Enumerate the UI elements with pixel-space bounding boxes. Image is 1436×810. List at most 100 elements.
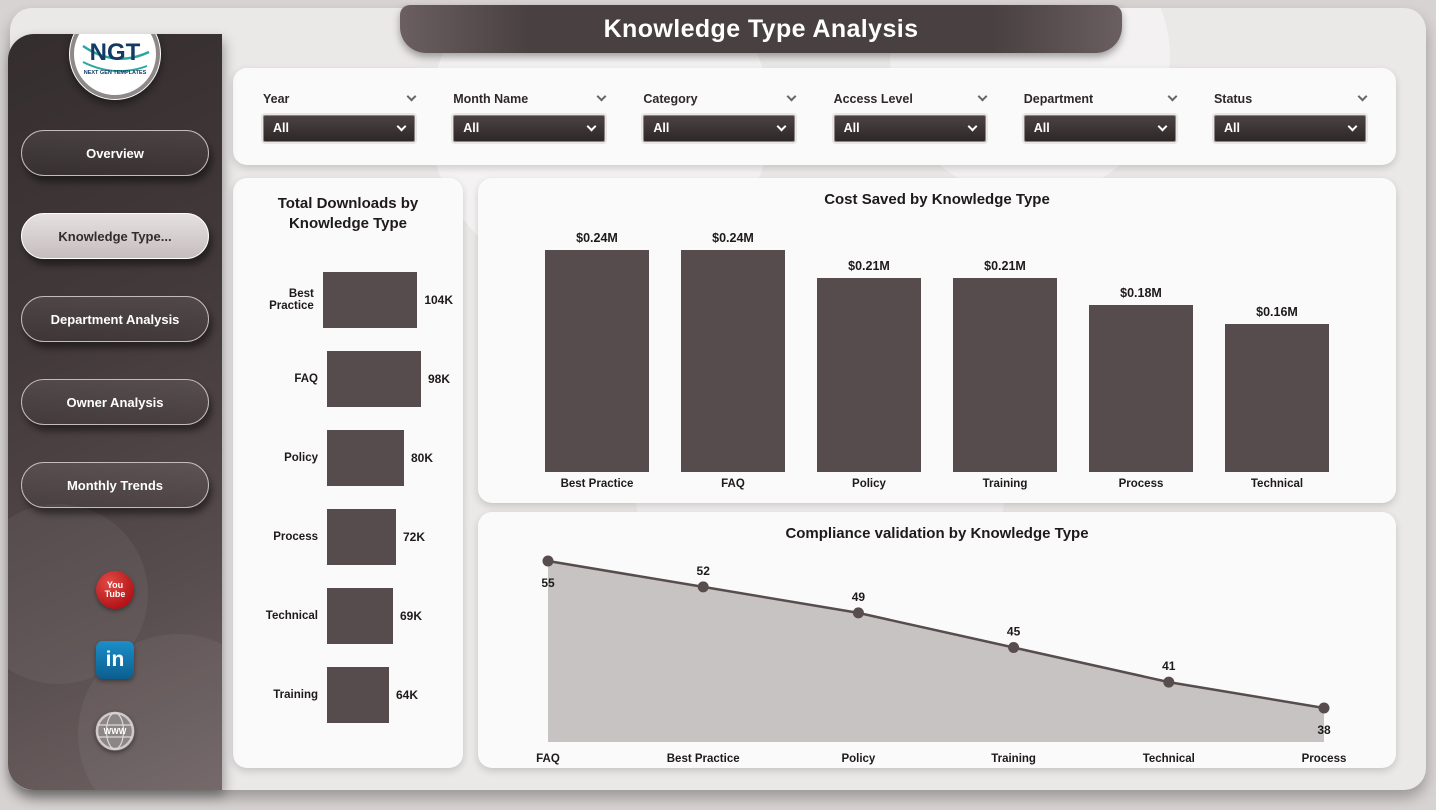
downloads-bar[interactable] xyxy=(327,667,389,723)
cost-category-label: Policy xyxy=(852,478,886,491)
cost-column-bar[interactable] xyxy=(1089,305,1193,473)
filter-dropdown-status[interactable]: All xyxy=(1213,114,1366,142)
filter-selected-value: All xyxy=(1223,121,1240,135)
youtube-label: Tube xyxy=(104,589,126,599)
filter-label: Category xyxy=(643,91,797,106)
sidebar-item-knowledge-type[interactable]: Knowledge Type... xyxy=(21,213,209,259)
chevron-down-icon[interactable] xyxy=(977,91,988,102)
logo-subtext: NEXT GEN TEMPLATES xyxy=(84,70,147,76)
chevron-down-icon[interactable] xyxy=(786,91,797,102)
website-globe-icon[interactable]: WWW xyxy=(95,711,135,751)
compliance-category-label: Technical xyxy=(1143,753,1195,765)
compliance-data-point[interactable] xyxy=(697,581,709,593)
cost-column-bar[interactable] xyxy=(1225,324,1329,473)
cost-chart-columns: $0.24M Best Practice $0.24M FAQ $0.21M Policy… xyxy=(478,214,1396,496)
filter-dropdown-month-name[interactable]: All xyxy=(453,114,606,142)
cost-column-group: $0.21M Training xyxy=(953,259,1057,496)
filter-label-text: Month Name xyxy=(453,91,529,106)
filter-year: Year All xyxy=(263,91,417,142)
filter-dropdown-year[interactable]: All xyxy=(263,114,415,142)
filter-selected-value: All xyxy=(843,121,860,135)
page-title: Knowledge Type Analysis xyxy=(603,14,919,43)
cost-column-bar[interactable] xyxy=(681,250,785,473)
downloads-bar[interactable] xyxy=(327,430,404,486)
cost-category-label: FAQ xyxy=(721,478,745,491)
compliance-category-label: Best Practice xyxy=(667,753,740,765)
compliance-data-point[interactable] xyxy=(1163,676,1175,688)
compliance-chart-card: Compliance validation by Knowledge Type … xyxy=(478,512,1396,768)
cost-category-label: Process xyxy=(1118,478,1164,491)
downloads-bar-row: Training 64K xyxy=(243,656,453,735)
filter-label: Month Name xyxy=(453,91,607,106)
filter-dropdown-category[interactable]: All xyxy=(643,114,796,142)
compliance-data-point[interactable] xyxy=(542,555,554,567)
filter-label-text: Year xyxy=(263,91,290,106)
downloads-bar[interactable] xyxy=(327,351,421,407)
filter-label: Department xyxy=(1024,91,1178,106)
filter-bar: Year All Month Name All Category All Access Le… xyxy=(233,68,1396,165)
filter-label: Year xyxy=(263,91,417,106)
filter-dropdown-department[interactable]: All xyxy=(1023,114,1176,142)
downloads-chart-rows: Best Practice 104K FAQ 98K Policy 80K Process 7… xyxy=(243,261,453,735)
globe-icon: WWW xyxy=(95,711,135,751)
cost-column-group: $0.24M Best Practice xyxy=(545,231,649,496)
downloads-bar[interactable] xyxy=(322,272,418,328)
downloads-value-label: 80K xyxy=(411,451,434,465)
filter-selected-value: All xyxy=(273,121,289,135)
social-links: You Tube in WWW xyxy=(95,571,135,751)
sidebar-item-monthly-trends[interactable]: Monthly Trends xyxy=(21,462,209,508)
ngt-logo-icon: NGT NEXT GEN TEMPLATES xyxy=(70,34,160,99)
downloads-bar[interactable] xyxy=(327,588,393,644)
cost-value-label: $0.24M xyxy=(712,231,754,246)
cost-column-bar[interactable] xyxy=(545,250,649,473)
downloads-value-label: 104K xyxy=(424,293,453,307)
sidebar-item-department-analysis[interactable]: Department Analysis xyxy=(21,296,209,342)
downloads-bar[interactable] xyxy=(327,509,396,565)
compliance-value-label: 55 xyxy=(541,576,555,590)
cost-column-group: $0.24M FAQ xyxy=(681,231,785,496)
chevron-down-icon[interactable] xyxy=(1357,91,1368,102)
filter-label-text: Access Level xyxy=(833,91,913,106)
cost-column-group: $0.18M Process xyxy=(1089,286,1193,496)
cost-category-label: Best Practice xyxy=(560,478,634,491)
filter-label-text: Category xyxy=(643,91,698,106)
youtube-icon[interactable]: You Tube xyxy=(96,571,134,609)
compliance-data-point[interactable] xyxy=(852,607,864,619)
cost-value-label: $0.24M xyxy=(576,231,618,246)
downloads-value-label: 64K xyxy=(396,688,419,702)
filter-dropdown-access-level[interactable]: All xyxy=(833,114,986,142)
downloads-bar-row: FAQ 98K xyxy=(243,340,453,419)
compliance-chart-title: Compliance validation by Knowledge Type xyxy=(785,525,1089,542)
compliance-area-fill xyxy=(548,561,1324,743)
downloads-value-label: 72K xyxy=(403,530,426,544)
compliance-value-label: 49 xyxy=(852,590,866,604)
chevron-down-icon xyxy=(776,121,787,131)
downloads-category-label: Training xyxy=(273,689,318,701)
chevron-down-icon[interactable] xyxy=(596,91,607,102)
chevron-down-icon[interactable] xyxy=(406,91,417,102)
chevron-down-icon[interactable] xyxy=(1167,91,1178,102)
linkedin-label: in xyxy=(105,648,125,671)
chevron-down-icon xyxy=(1157,121,1168,131)
compliance-category-label: FAQ xyxy=(536,753,560,765)
compliance-data-point[interactable] xyxy=(1318,702,1330,714)
compliance-category-label: Policy xyxy=(841,753,875,765)
sidebar-item-overview[interactable]: Overview xyxy=(21,130,209,176)
cost-value-label: $0.16M xyxy=(1256,305,1298,320)
downloads-category-label: FAQ xyxy=(294,373,318,385)
cost-chart-card: Cost Saved by Knowledge Type $0.24M Best … xyxy=(478,178,1396,503)
linkedin-icon[interactable]: in xyxy=(96,641,134,679)
cost-column-group: $0.16M Technical xyxy=(1225,305,1329,496)
cost-column-bar[interactable] xyxy=(953,278,1057,473)
cost-value-label: $0.18M xyxy=(1120,286,1162,301)
cost-value-label: $0.21M xyxy=(984,259,1026,274)
sidebar-item-owner-analysis[interactable]: Owner Analysis xyxy=(21,379,209,425)
downloads-bar-row: Best Practice 104K xyxy=(243,261,453,340)
downloads-category-label: Best Practice xyxy=(269,288,314,312)
cost-value-label: $0.21M xyxy=(848,259,890,274)
compliance-data-point[interactable] xyxy=(1008,642,1020,654)
cost-column-bar[interactable] xyxy=(817,278,921,473)
downloads-bar-row: Process 72K xyxy=(243,498,453,577)
chevron-down-icon xyxy=(396,121,407,131)
